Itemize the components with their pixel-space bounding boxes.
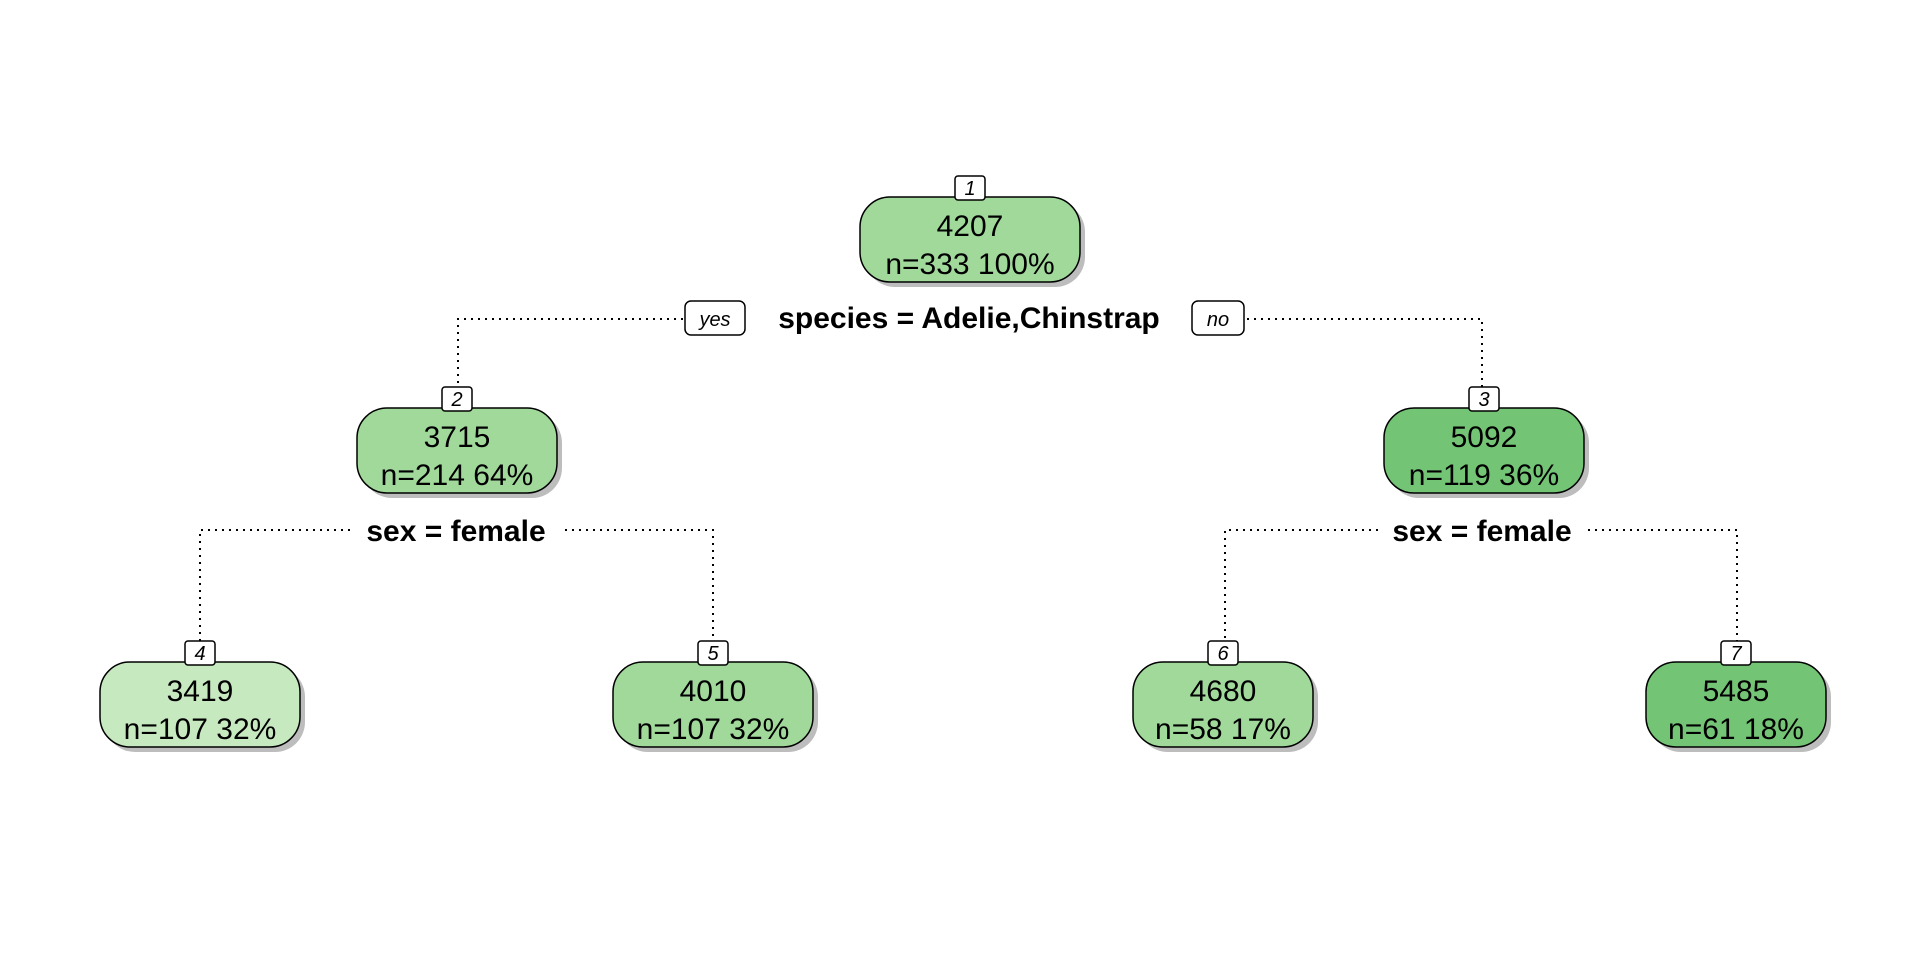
node-5: 5 4010 n=107 32% <box>612 640 818 752</box>
tree-edges <box>199 318 1738 642</box>
yes-tag: yes <box>684 300 746 336</box>
edge-3-6 <box>1224 529 1378 642</box>
node-3: 3 5092 n=119 36% <box>1383 386 1589 498</box>
node-6-value: 4680 <box>1190 675 1257 708</box>
edge-3-7 <box>1588 529 1738 642</box>
node-1: 1 4207 n=333 100% <box>859 175 1085 287</box>
node-2-stats: n=214 64% <box>381 459 534 492</box>
no-tag: no <box>1191 300 1245 336</box>
node-6-stats: n=58 17% <box>1155 713 1291 746</box>
node-5-value: 4010 <box>680 675 747 708</box>
node-3-value: 5092 <box>1451 421 1518 454</box>
node-4-value: 3419 <box>167 675 234 708</box>
edge-2-4 <box>199 529 350 642</box>
edge-1-2 <box>457 318 690 388</box>
node-6: 6 4680 n=58 17% <box>1132 640 1318 752</box>
split-label-node-1: species = Adelie,Chinstrap <box>778 302 1160 335</box>
node-1-id: 1 <box>964 178 975 200</box>
node-7-id: 7 <box>1730 643 1742 665</box>
node-4: 4 3419 n=107 32% <box>99 640 305 752</box>
node-3-stats: n=119 36% <box>1409 459 1559 492</box>
node-7: 7 5485 n=61 18% <box>1645 640 1831 752</box>
node-7-value: 5485 <box>1703 675 1770 708</box>
node-6-id: 6 <box>1217 643 1229 665</box>
node-4-stats: n=107 32% <box>124 713 277 746</box>
node-2-id: 2 <box>450 389 462 411</box>
edge-2-5 <box>565 529 714 642</box>
yes-tag-text: yes <box>697 309 730 331</box>
no-tag-text: no <box>1207 309 1229 331</box>
tree-nodes: 1 4207 n=333 100% 2 3715 n=214 64% 3 509… <box>99 175 1831 752</box>
node-5-id: 5 <box>707 643 719 665</box>
node-1-value: 4207 <box>937 210 1004 243</box>
split-label-node-3: sex = female <box>1392 515 1571 548</box>
node-3-id: 3 <box>1478 389 1489 411</box>
node-7-stats: n=61 18% <box>1668 713 1804 746</box>
node-1-stats: n=333 100% <box>885 248 1054 281</box>
edge-1-3 <box>1240 318 1483 388</box>
node-4-id: 4 <box>194 643 205 665</box>
split-label-node-2: sex = female <box>366 515 545 548</box>
node-5-stats: n=107 32% <box>637 713 790 746</box>
node-2: 2 3715 n=214 64% <box>356 386 562 498</box>
split-labels: yes species = Adelie,Chinstrap no sex = … <box>366 300 1572 548</box>
node-2-value: 3715 <box>424 421 491 454</box>
